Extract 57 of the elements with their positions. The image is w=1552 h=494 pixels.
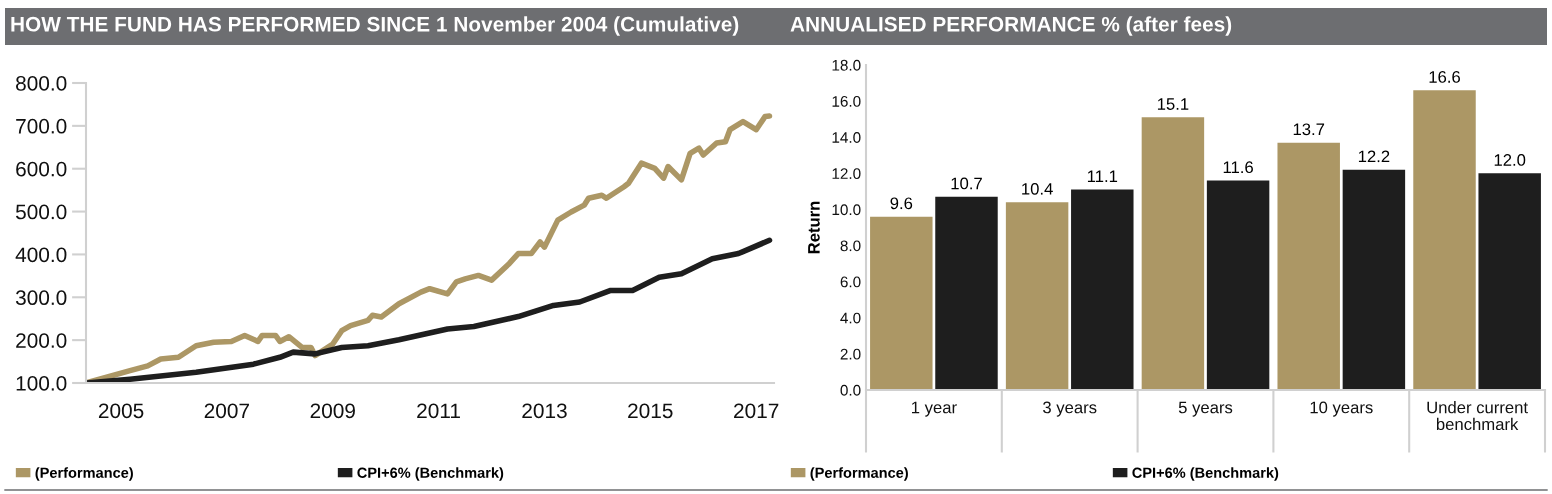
- y-tick-label: 200.0: [16, 333, 67, 348]
- x-tick-label: 2009: [310, 403, 355, 419]
- data-label: 16.6: [1429, 71, 1460, 83]
- bar: [935, 196, 998, 390]
- y-tick-label: 100.0: [16, 376, 67, 391]
- x-tick-label: Under current benchmark: [1427, 401, 1528, 431]
- data-label: 11.1: [1087, 170, 1118, 182]
- y-tick-label: 800.0: [16, 76, 67, 91]
- legend-label: CPI+6% (Benchmark): [1132, 467, 1279, 481]
- x-tick-label: 1 year: [912, 401, 957, 417]
- data-label: 13.7: [1293, 123, 1325, 136]
- y-tick-label: 16.0: [832, 95, 861, 107]
- y-tick-label: 6.0: [840, 276, 861, 288]
- y-tick-label: 0.0: [840, 384, 861, 396]
- bar: [1206, 180, 1270, 390]
- bar: [1277, 142, 1340, 390]
- y-tick-label: 8.0: [840, 240, 861, 252]
- x-tick-label: 2015: [628, 403, 673, 419]
- y-tick-label: 14.0: [832, 132, 861, 143]
- data-label: 12.0: [1494, 154, 1526, 166]
- bar: [1141, 117, 1205, 390]
- x-tick-label: 2005: [98, 403, 144, 419]
- y-axis-title: Return: [808, 201, 820, 254]
- y-tick-label: 2.0: [840, 348, 861, 360]
- y-tick-label: 400.0: [15, 247, 67, 263]
- bar: [870, 216, 933, 390]
- data-label: 9.6: [890, 197, 913, 210]
- x-tick-label: 2011: [417, 403, 460, 419]
- data-label: 15.1: [1157, 98, 1189, 110]
- y-tick-label: 10.0: [832, 204, 861, 216]
- x-tick-label: 3 years: [1043, 401, 1097, 417]
- bar: [1413, 90, 1476, 390]
- y-tick-label: 18.0: [832, 59, 861, 71]
- legend-label: (Performance): [810, 467, 908, 481]
- legend-label: CPI+6% (Benchmark): [357, 467, 504, 481]
- y-tick-label: 12.0: [832, 168, 861, 180]
- y-tick-label: 4.0: [840, 312, 861, 324]
- bar: [1005, 202, 1069, 390]
- x-tick-label: 10 years: [1310, 401, 1373, 417]
- x-tick-label: 2017: [734, 403, 779, 419]
- data-label: 12.2: [1358, 150, 1390, 163]
- legend-label: (Performance): [35, 467, 133, 481]
- chart-title: ANNUALISED PERFORMANCE % (after fees): [790, 16, 1232, 36]
- y-tick-label: 300.0: [15, 290, 67, 306]
- y-tick-label: 700.0: [16, 118, 67, 134]
- x-tick-label: 2007: [204, 403, 249, 419]
- bar: [1342, 169, 1406, 390]
- data-label: 10.4: [1022, 182, 1053, 195]
- y-tick-label: 600.0: [16, 161, 67, 177]
- x-tick-label: 2013: [522, 403, 567, 419]
- chart-title: HOW THE FUND HAS PERFORMED SINCE 1 November 2004 (Cumulative): [11, 16, 739, 36]
- data-label: 10.7: [951, 177, 982, 190]
- data-label: 11.6: [1223, 161, 1253, 174]
- y-tick-label: 500.0: [15, 204, 67, 220]
- bar: [1071, 189, 1134, 390]
- x-tick-label: 5 years: [1178, 401, 1233, 417]
- bar: [1478, 173, 1541, 390]
